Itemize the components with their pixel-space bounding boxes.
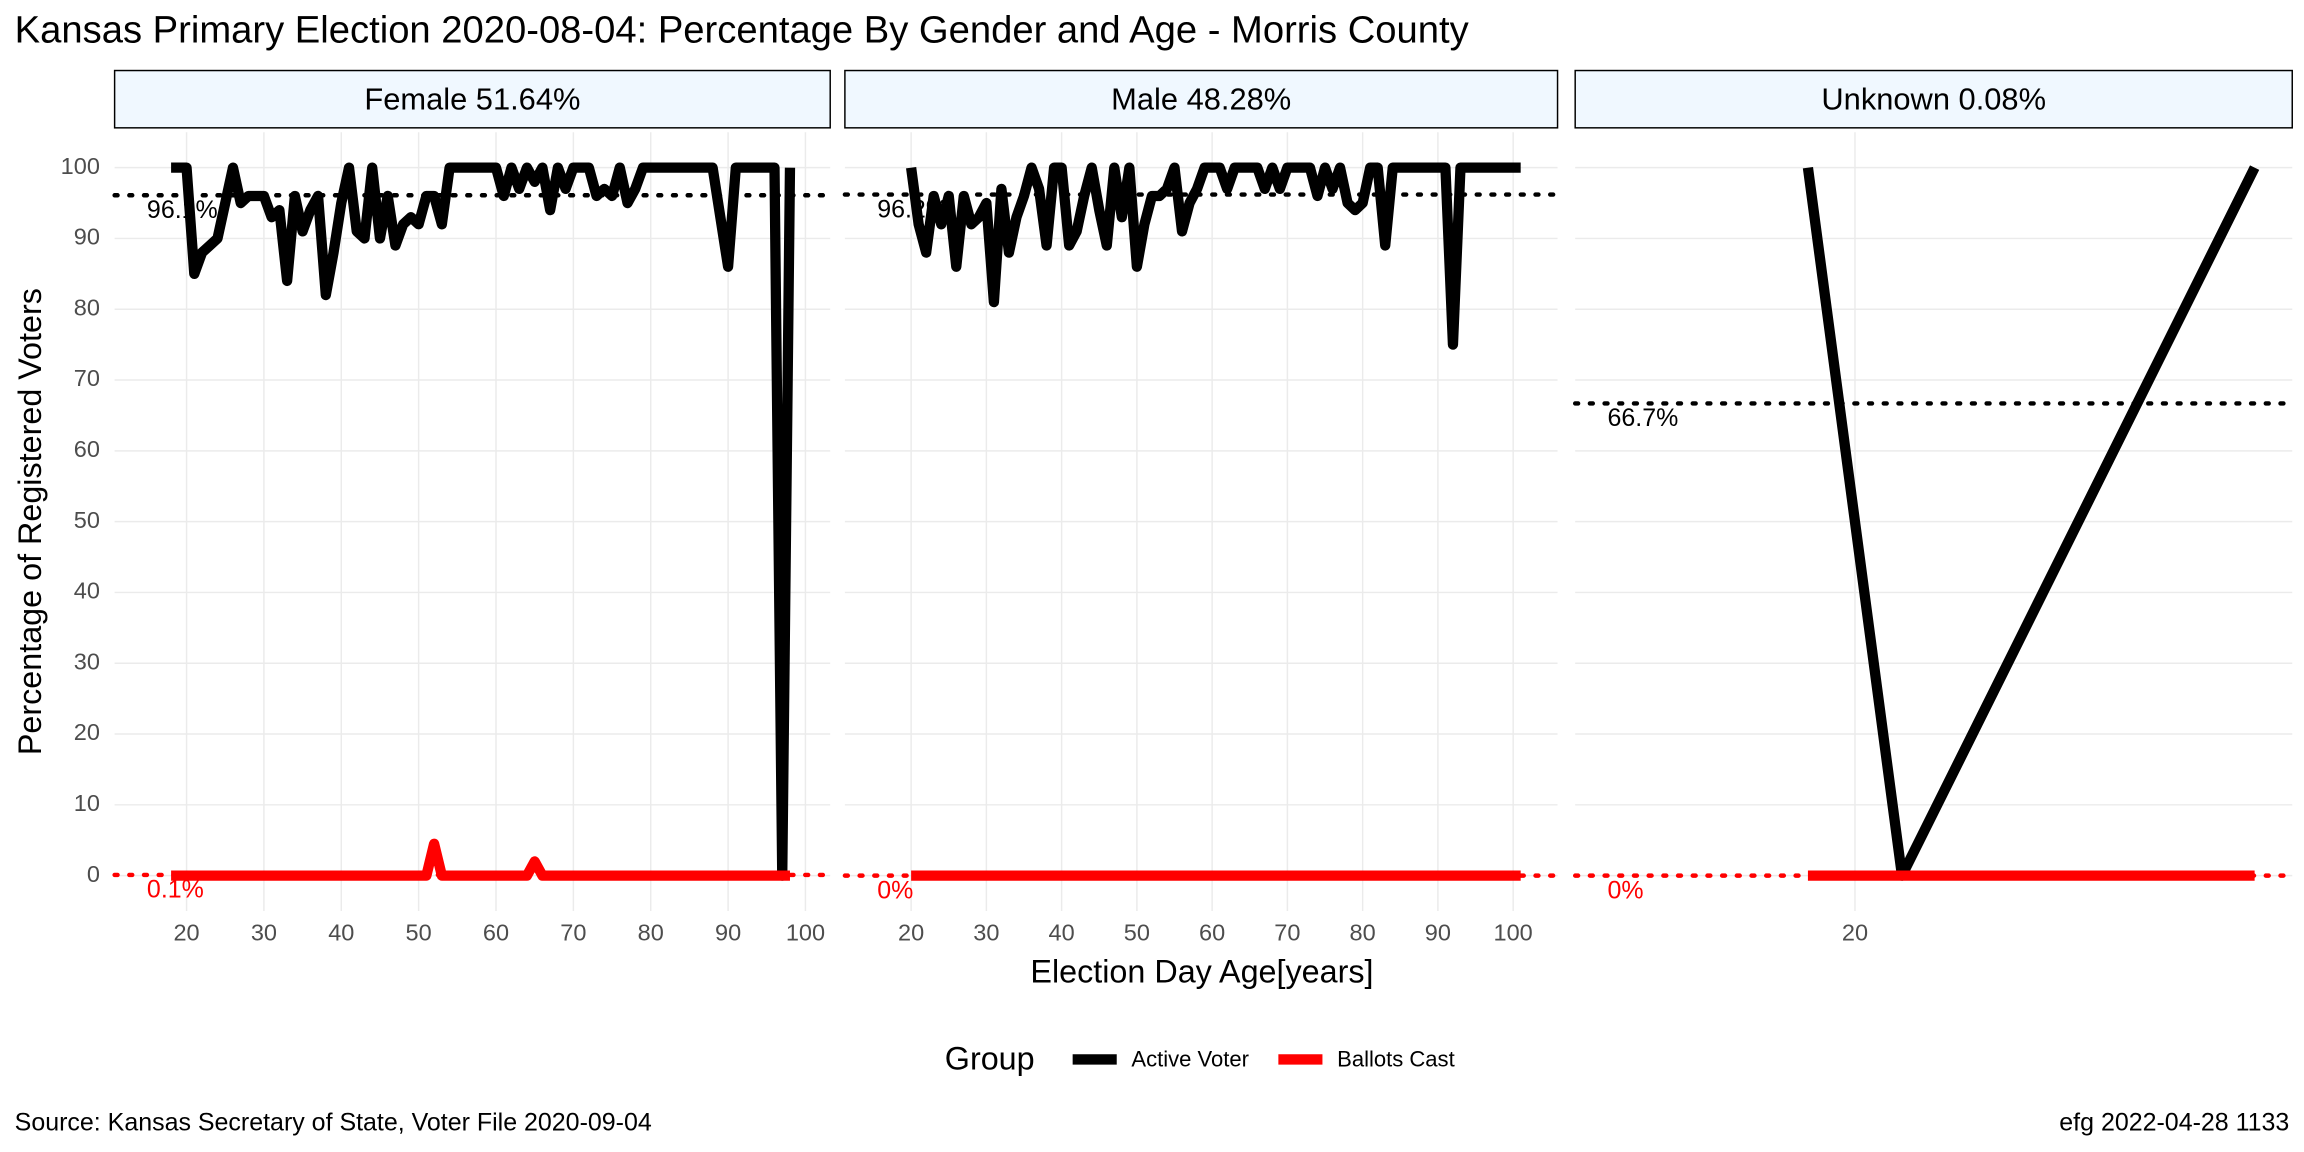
y-tick-label: 80 bbox=[74, 294, 100, 320]
x-tick-label: 30 bbox=[973, 920, 999, 946]
data-line bbox=[906, 162, 1521, 350]
x-tick-label: 60 bbox=[1199, 920, 1225, 946]
y-tick-label: 0 bbox=[87, 861, 100, 887]
x-axis-title: Election Day Age[years] bbox=[1030, 954, 1373, 990]
x-tick-label: 60 bbox=[483, 920, 509, 946]
facet-title: Female 51.64% bbox=[364, 82, 580, 117]
reference-label: 96.2% bbox=[877, 195, 948, 223]
y-tick-label: 50 bbox=[74, 507, 100, 533]
facet-title: Male 48.28% bbox=[1111, 82, 1291, 117]
chart-title: Kansas Primary Election 2020-08-04: Perc… bbox=[15, 8, 1470, 51]
y-tick-label: 10 bbox=[74, 790, 100, 816]
x-tick-label: 70 bbox=[560, 920, 586, 946]
x-tick-label: 20 bbox=[1842, 920, 1868, 946]
y-tick-label: 40 bbox=[74, 578, 100, 604]
reference-label: 0.1% bbox=[147, 876, 204, 904]
source-note: Source: Kansas Secretary of State, Voter… bbox=[15, 1109, 652, 1137]
x-tick-label: 20 bbox=[173, 920, 199, 946]
x-tick-label: 20 bbox=[898, 920, 924, 946]
x-tick-label: 50 bbox=[406, 920, 432, 946]
y-tick-label: 20 bbox=[74, 719, 100, 745]
y-axis-title: Percentage of Registered Voters bbox=[12, 288, 48, 755]
legend-label: Ballots Cast bbox=[1337, 1047, 1455, 1072]
facet-strip bbox=[1574, 69, 2293, 129]
y-tick-label: 90 bbox=[74, 224, 100, 250]
x-tick-label: 30 bbox=[251, 920, 277, 946]
x-tick-label: 50 bbox=[1124, 920, 1150, 946]
x-tick-label: 80 bbox=[638, 920, 664, 946]
x-tick-label: 90 bbox=[1425, 920, 1451, 946]
reference-label: 0% bbox=[1608, 876, 1644, 904]
y-tick-label: 100 bbox=[61, 153, 100, 179]
credit-note: efg 2022-04-28 1133 bbox=[2059, 1109, 2289, 1137]
legend-title: Group bbox=[945, 1040, 1035, 1076]
x-tick-label: 80 bbox=[1350, 920, 1376, 946]
x-tick-label: 40 bbox=[1049, 920, 1075, 946]
x-tick-label: 40 bbox=[328, 920, 354, 946]
facet-strip bbox=[844, 69, 1559, 129]
x-tick-label: 100 bbox=[1494, 920, 1533, 946]
x-tick-label: 70 bbox=[1274, 920, 1300, 946]
x-tick-label: 90 bbox=[715, 920, 741, 946]
y-tick-label: 60 bbox=[74, 436, 100, 462]
y-tick-label: 70 bbox=[74, 365, 100, 391]
data-line bbox=[171, 162, 796, 881]
facet-title: Unknown 0.08% bbox=[1821, 82, 2046, 117]
facet-strip bbox=[113, 69, 831, 129]
reference-label: 96.1% bbox=[147, 196, 218, 224]
reference-label: 66.7% bbox=[1608, 404, 1679, 432]
x-tick-label: 100 bbox=[786, 920, 825, 946]
reference-label: 0% bbox=[877, 876, 913, 904]
legend-label: Active Voter bbox=[1131, 1047, 1249, 1072]
y-tick-label: 30 bbox=[74, 648, 100, 674]
